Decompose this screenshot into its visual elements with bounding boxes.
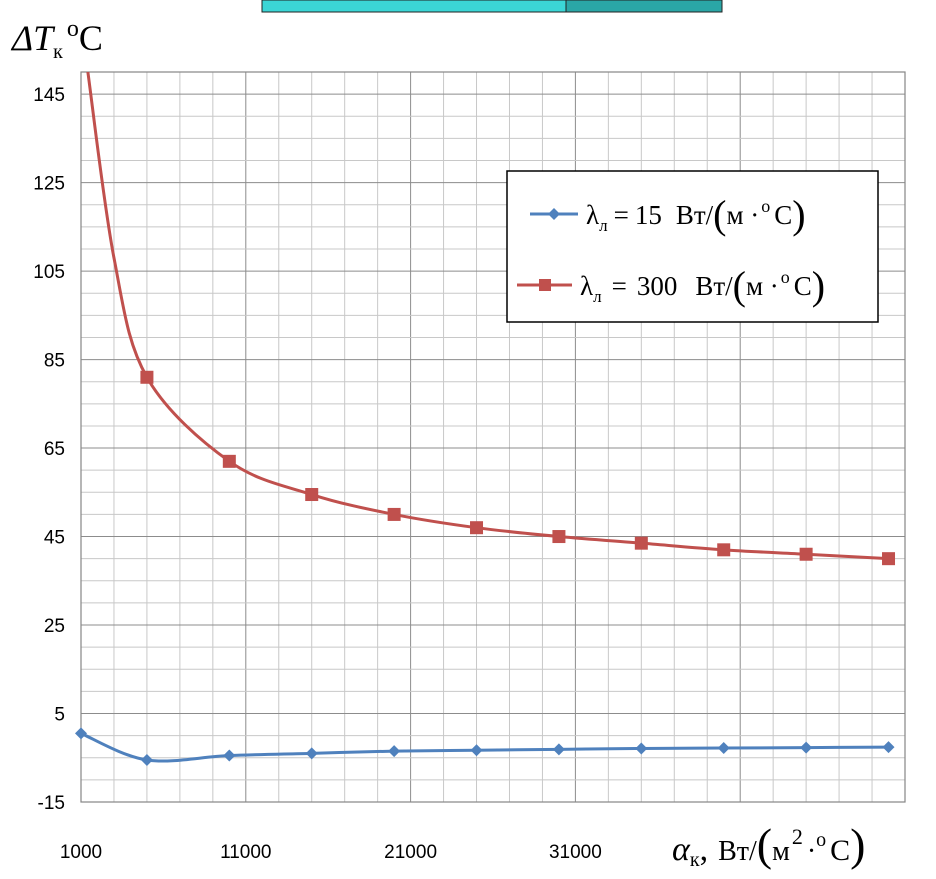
data-point-diamond bbox=[635, 742, 647, 754]
y-axis-title: ΔTкоC bbox=[10, 16, 103, 63]
data-point-diamond bbox=[883, 741, 895, 753]
series-1 bbox=[75, 727, 895, 766]
x-tick-label: 11000 bbox=[220, 842, 271, 863]
data-point-square bbox=[717, 543, 730, 556]
y-tick-label: -15 bbox=[38, 793, 65, 814]
x-axis-title: αк, Вт/(м2 ·о С) bbox=[672, 819, 866, 871]
data-point-diamond bbox=[141, 754, 153, 766]
data-point-square bbox=[552, 530, 565, 543]
y-tick-labels: 145 125 105 85 65 45 25 5 -15 bbox=[33, 85, 65, 814]
x-tick-label: 1000 bbox=[60, 842, 102, 863]
data-point-diamond bbox=[800, 742, 812, 754]
data-point-square bbox=[223, 455, 236, 468]
legend-open-paren: ( bbox=[713, 192, 726, 237]
data-point-square bbox=[635, 537, 648, 550]
y-tick-label: 105 bbox=[33, 262, 65, 283]
data-point-square bbox=[882, 552, 895, 565]
legend-open-paren: ( bbox=[733, 263, 746, 308]
data-point-diamond bbox=[75, 727, 87, 739]
x-unit-close-paren: ) bbox=[850, 819, 865, 870]
x-tick-label: 21000 bbox=[384, 842, 437, 863]
data-point-square bbox=[470, 521, 483, 534]
data-point-diamond bbox=[718, 742, 730, 754]
data-point-square bbox=[800, 548, 813, 561]
x-tick-labels: 1000 11000 21000 31000 bbox=[60, 842, 602, 863]
legend-close-paren: ) bbox=[792, 192, 805, 237]
data-point-square bbox=[305, 488, 318, 501]
x-unit-open-paren: ( bbox=[757, 819, 772, 870]
y-tick-label: 65 bbox=[44, 439, 65, 460]
y-tick-label: 45 bbox=[44, 528, 65, 549]
y-tick-label: 85 bbox=[44, 351, 65, 372]
data-point-diamond bbox=[553, 743, 565, 755]
data-point-diamond bbox=[388, 745, 400, 757]
data-point-diamond bbox=[223, 750, 235, 762]
y-tick-label: 5 bbox=[54, 705, 65, 726]
top-crop-banner bbox=[262, 0, 722, 12]
legend-marker-square bbox=[539, 279, 551, 291]
data-point-diamond bbox=[471, 744, 483, 756]
data-point-square bbox=[140, 371, 153, 384]
legend: λл = 15 Вт/(м · о С) λл = 300 Вт/(м · о С) bbox=[507, 171, 878, 322]
data-point-square bbox=[388, 508, 401, 521]
y-tick-label: 125 bbox=[33, 174, 65, 195]
legend-close-paren: ) bbox=[812, 263, 825, 308]
series-line bbox=[81, 733, 889, 761]
y-tick-label: 25 bbox=[44, 616, 65, 637]
y-tick-label: 145 bbox=[33, 85, 65, 106]
x-tick-label: 31000 bbox=[549, 842, 602, 863]
